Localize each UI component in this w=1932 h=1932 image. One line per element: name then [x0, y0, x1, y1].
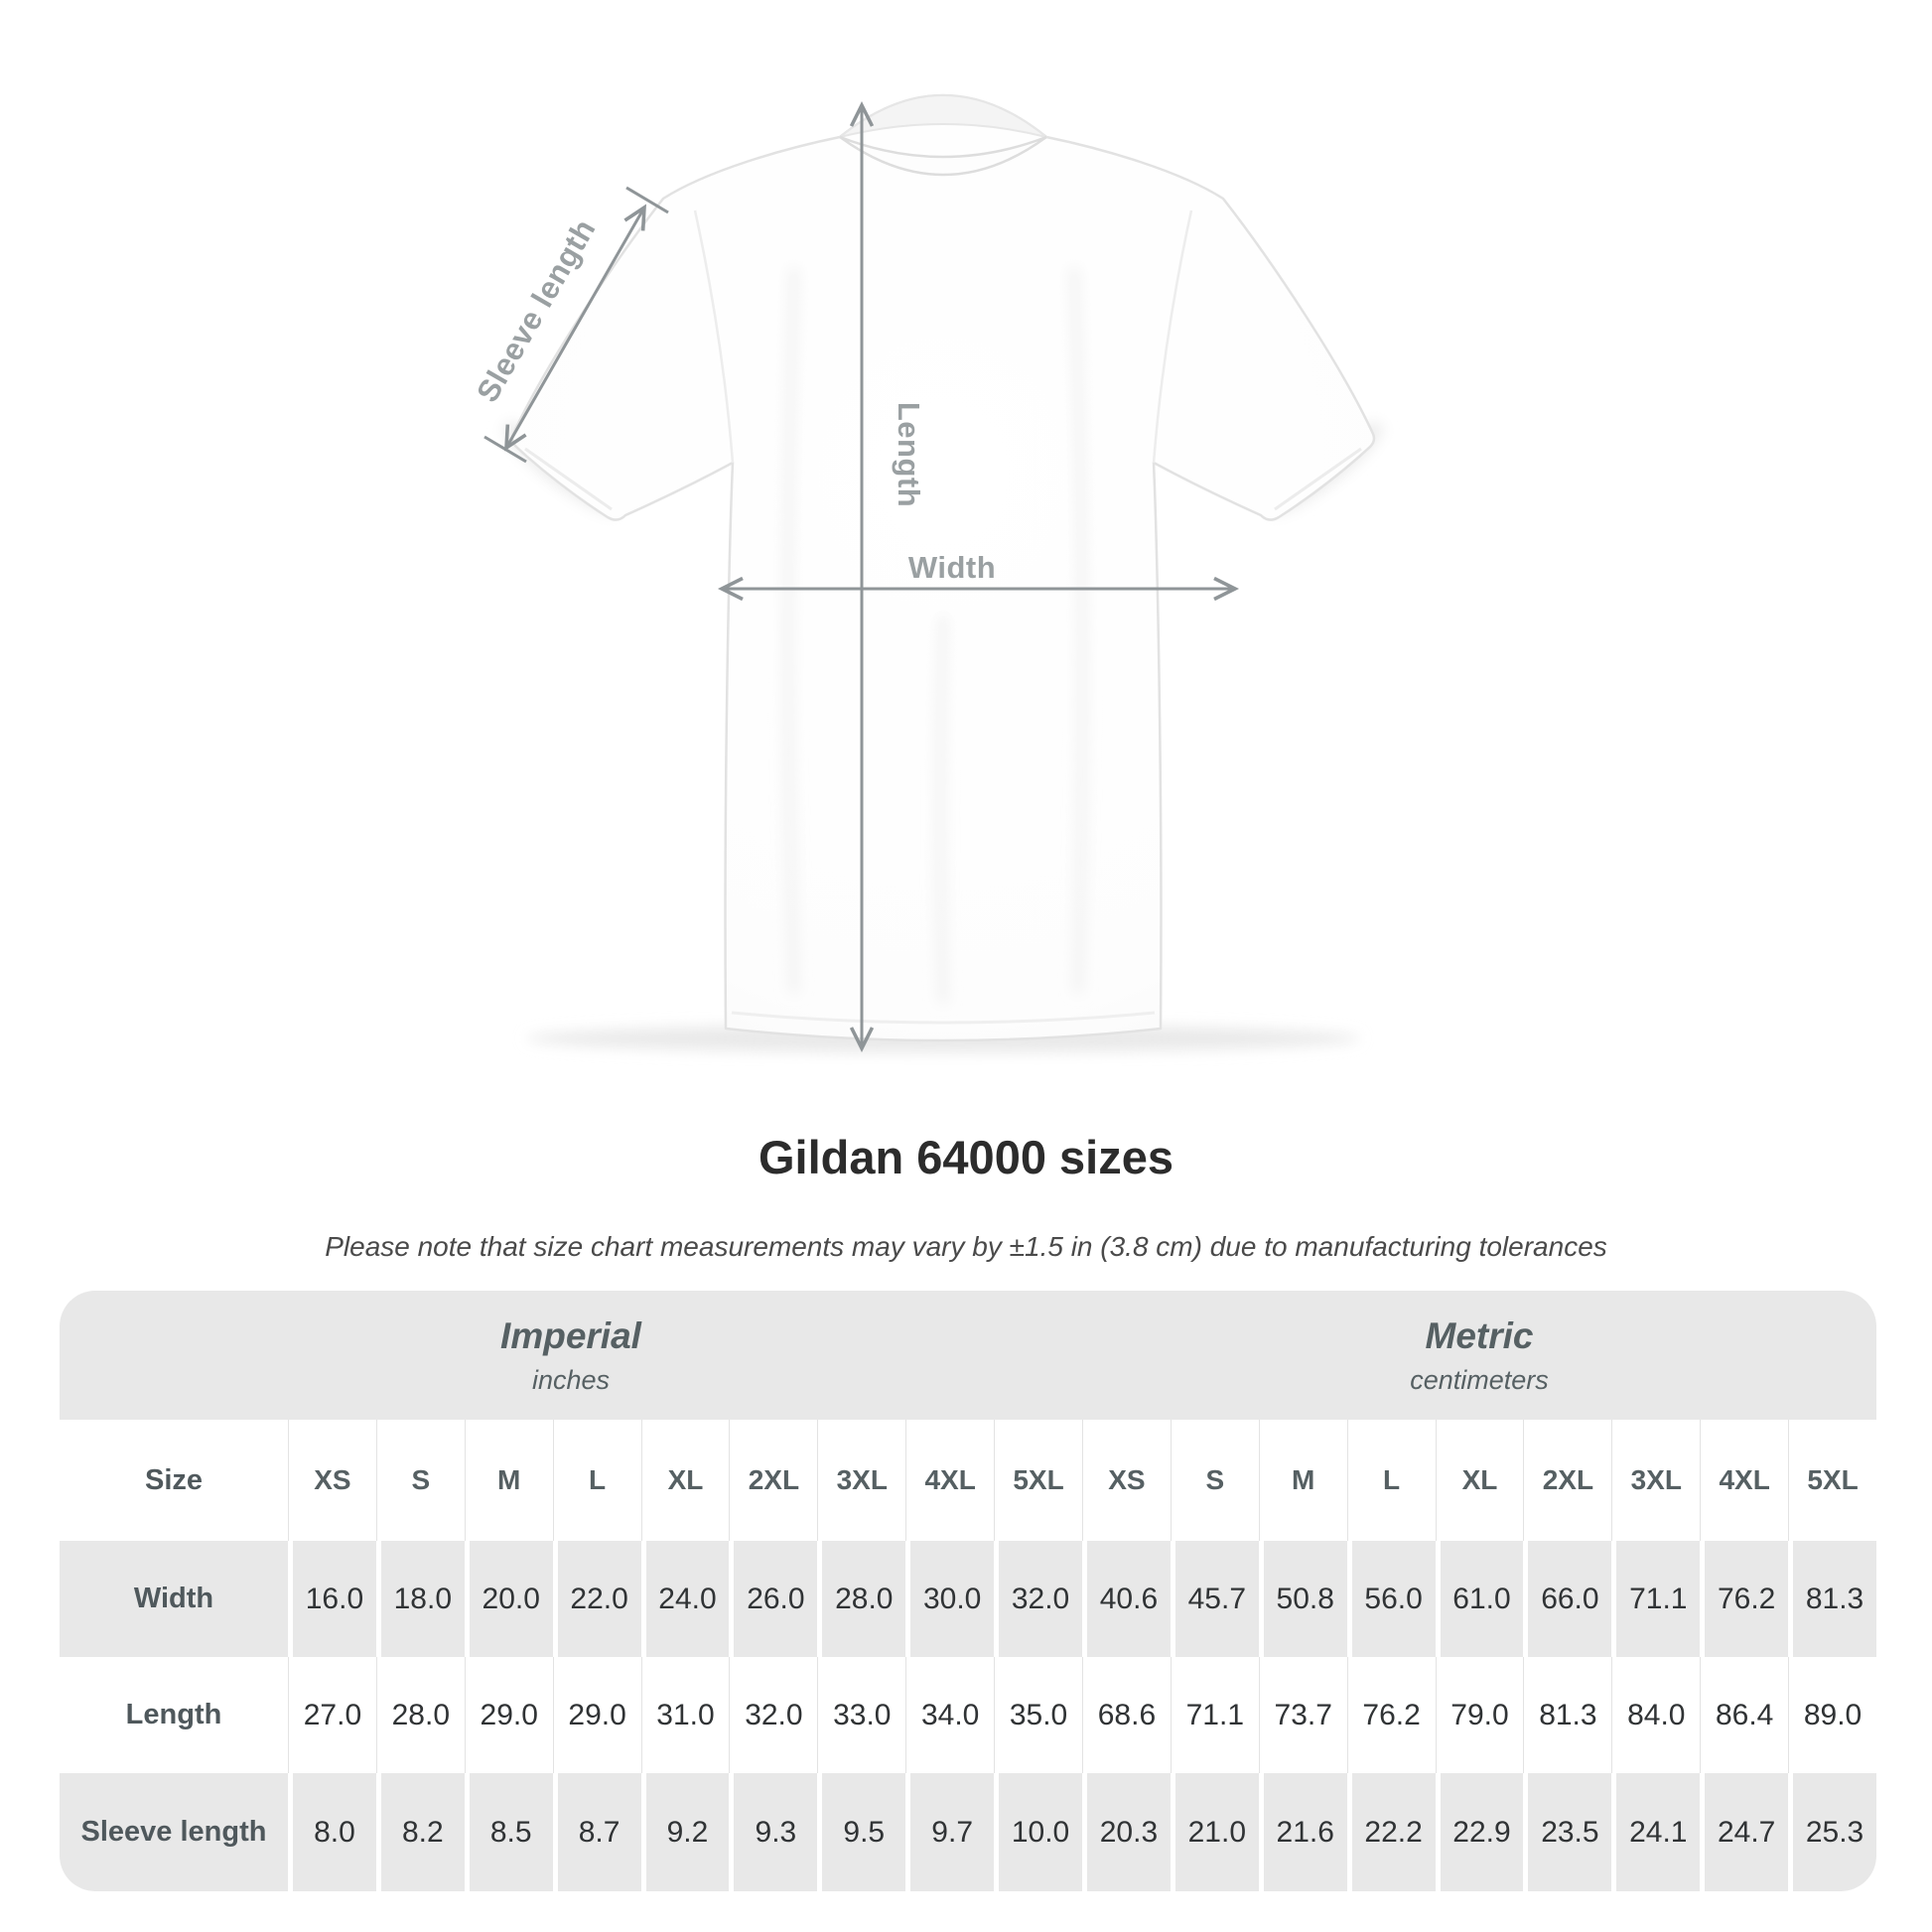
table-cell: XS: [288, 1420, 376, 1541]
table-cell: 24.7: [1700, 1773, 1789, 1891]
table-cell: 8.0: [288, 1773, 376, 1891]
table-cell: XL: [640, 1420, 730, 1541]
imperial-title: Imperial: [500, 1314, 641, 1356]
table-cell: 29.0: [464, 1657, 553, 1773]
table-cell: 76.2: [1700, 1541, 1789, 1657]
table-cell: L: [1346, 1420, 1436, 1541]
tshirt-graphic: [510, 93, 1376, 1042]
table-cell: 2XL: [1523, 1420, 1611, 1541]
table-cell: 8.7: [552, 1773, 641, 1891]
table-cell: 5XL: [1788, 1420, 1876, 1541]
table-cell: M: [464, 1420, 553, 1541]
table-cell: 32.0: [994, 1541, 1082, 1657]
metric-unit: centimeters: [1410, 1364, 1549, 1395]
table-cell: 30.0: [905, 1541, 995, 1657]
row-label: Size: [144, 1463, 204, 1496]
table-cell: 3XL: [1611, 1420, 1700, 1541]
table-cell: 18.0: [375, 1541, 465, 1657]
table-cell: 79.0: [1435, 1657, 1524, 1773]
table-cell: 22.0: [552, 1541, 641, 1657]
row-label: Length: [125, 1699, 222, 1730]
unit-header-row: Imperial inches Metric centimeters: [60, 1291, 1876, 1420]
collar-front: [839, 135, 1047, 177]
table-cell: L: [552, 1420, 641, 1541]
table-cell: 2XL: [729, 1420, 817, 1541]
page-subtitle: Please note that size chart measurements…: [325, 1231, 1607, 1262]
page-title: Gildan 64000 sizes: [758, 1131, 1174, 1183]
table-cell: 68.6: [1081, 1657, 1171, 1773]
table-cell: 8.5: [464, 1773, 553, 1891]
table-cell: 20.3: [1081, 1773, 1171, 1891]
table-cell: 29.0: [552, 1657, 641, 1773]
table-cell: 33.0: [817, 1657, 905, 1773]
length-row: Length 27.0 28.0 29.0 29.0 31.0 32.0 33.0 34.0 35…: [60, 1657, 1876, 1773]
sleeve-length-arrow: [483, 186, 669, 464]
table-cell: 32.0: [729, 1657, 817, 1773]
table-cell: 86.4: [1700, 1657, 1788, 1773]
size-table: Imperial inches Metric centimeters Size X…: [60, 1291, 1876, 1891]
metric-header: Metric centimeters: [1082, 1291, 1876, 1420]
table-cell: 21.0: [1170, 1773, 1259, 1891]
table-cell: 26.0: [729, 1541, 818, 1657]
table-cell: 81.3: [1523, 1657, 1611, 1773]
table-cell: 5XL: [994, 1420, 1082, 1541]
table-cell: 35.0: [994, 1657, 1082, 1773]
table-cell: 3XL: [817, 1420, 905, 1541]
table-cell: S: [1170, 1420, 1259, 1541]
table-cell: 22.2: [1346, 1773, 1436, 1891]
table-cell: 27.0: [288, 1657, 376, 1773]
row-label: Sleeve length: [60, 1773, 288, 1891]
row-label: Width: [60, 1541, 288, 1657]
table-cell: 76.2: [1346, 1657, 1436, 1773]
table-cell: 66.0: [1523, 1541, 1612, 1657]
table-cell: 31.0: [640, 1657, 730, 1773]
table-cell: 28.0: [375, 1657, 465, 1773]
width-row: Width 16.0 18.0 20.0 22.0 24.0 26.0 28.0 30.0 32.…: [60, 1541, 1876, 1657]
table-cell: 9.3: [729, 1773, 818, 1891]
table-cell: 20.0: [464, 1541, 553, 1657]
table-cell: 71.1: [1611, 1541, 1701, 1657]
table-cell: 40.6: [1081, 1541, 1171, 1657]
table-cell: 16.0: [288, 1541, 376, 1657]
table-cell: 45.7: [1170, 1541, 1259, 1657]
table-cell: 34.0: [905, 1657, 994, 1773]
table-cell: 61.0: [1435, 1541, 1524, 1657]
table-cell: 71.1: [1170, 1657, 1259, 1773]
table-cell: 25.3: [1788, 1773, 1876, 1891]
metric-title: Metric: [1425, 1314, 1534, 1356]
length-label: Length: [892, 402, 926, 507]
table-cell: 28.0: [817, 1541, 906, 1657]
table-cell: 89.0: [1788, 1657, 1876, 1773]
table-cell: 22.9: [1435, 1773, 1524, 1891]
table-cell: 23.5: [1523, 1773, 1612, 1891]
table-cell: 4XL: [1700, 1420, 1788, 1541]
sleeve-length-row: Sleeve length 8.0 8.2 8.5 8.7 9.2 9.3 9.5 9.7 10.…: [60, 1773, 1876, 1891]
table-cell: 81.3: [1788, 1541, 1876, 1657]
width-label: Width: [908, 550, 996, 585]
table-cell: 4XL: [905, 1420, 994, 1541]
table-cell: S: [375, 1420, 465, 1541]
table-cell: 56.0: [1346, 1541, 1436, 1657]
table-cell: 9.2: [640, 1773, 730, 1891]
imperial-unit: inches: [531, 1364, 611, 1395]
table-cell: 9.7: [905, 1773, 995, 1891]
table-cell: 10.0: [994, 1773, 1082, 1891]
table-cell: 21.6: [1258, 1773, 1347, 1891]
table-cell: 73.7: [1258, 1657, 1347, 1773]
size-header-row: Size XS S M L XL 2XL 3XL 4XL 5XL XS S M L XL 2XL 3XL 4XL 5…: [60, 1420, 1876, 1541]
table-body: Size XS S M L XL 2XL 3XL 4XL 5XL XS S M L XL 2XL 3XL 4XL 5…: [60, 1420, 1876, 1891]
table-cell: M: [1258, 1420, 1347, 1541]
table-cell: 84.0: [1611, 1657, 1700, 1773]
imperial-header: Imperial inches: [60, 1291, 1082, 1420]
table-cell: 50.8: [1258, 1541, 1347, 1657]
table-cell: 9.5: [817, 1773, 906, 1891]
table-cell: 24.0: [640, 1541, 730, 1657]
table-cell: XS: [1081, 1420, 1171, 1541]
tshirt-measurement-figure: Sleeve length Length Width: [470, 93, 1383, 1053]
table-cell: XL: [1435, 1420, 1524, 1541]
table-cell: 8.2: [375, 1773, 465, 1891]
table-cell: 24.1: [1611, 1773, 1701, 1891]
